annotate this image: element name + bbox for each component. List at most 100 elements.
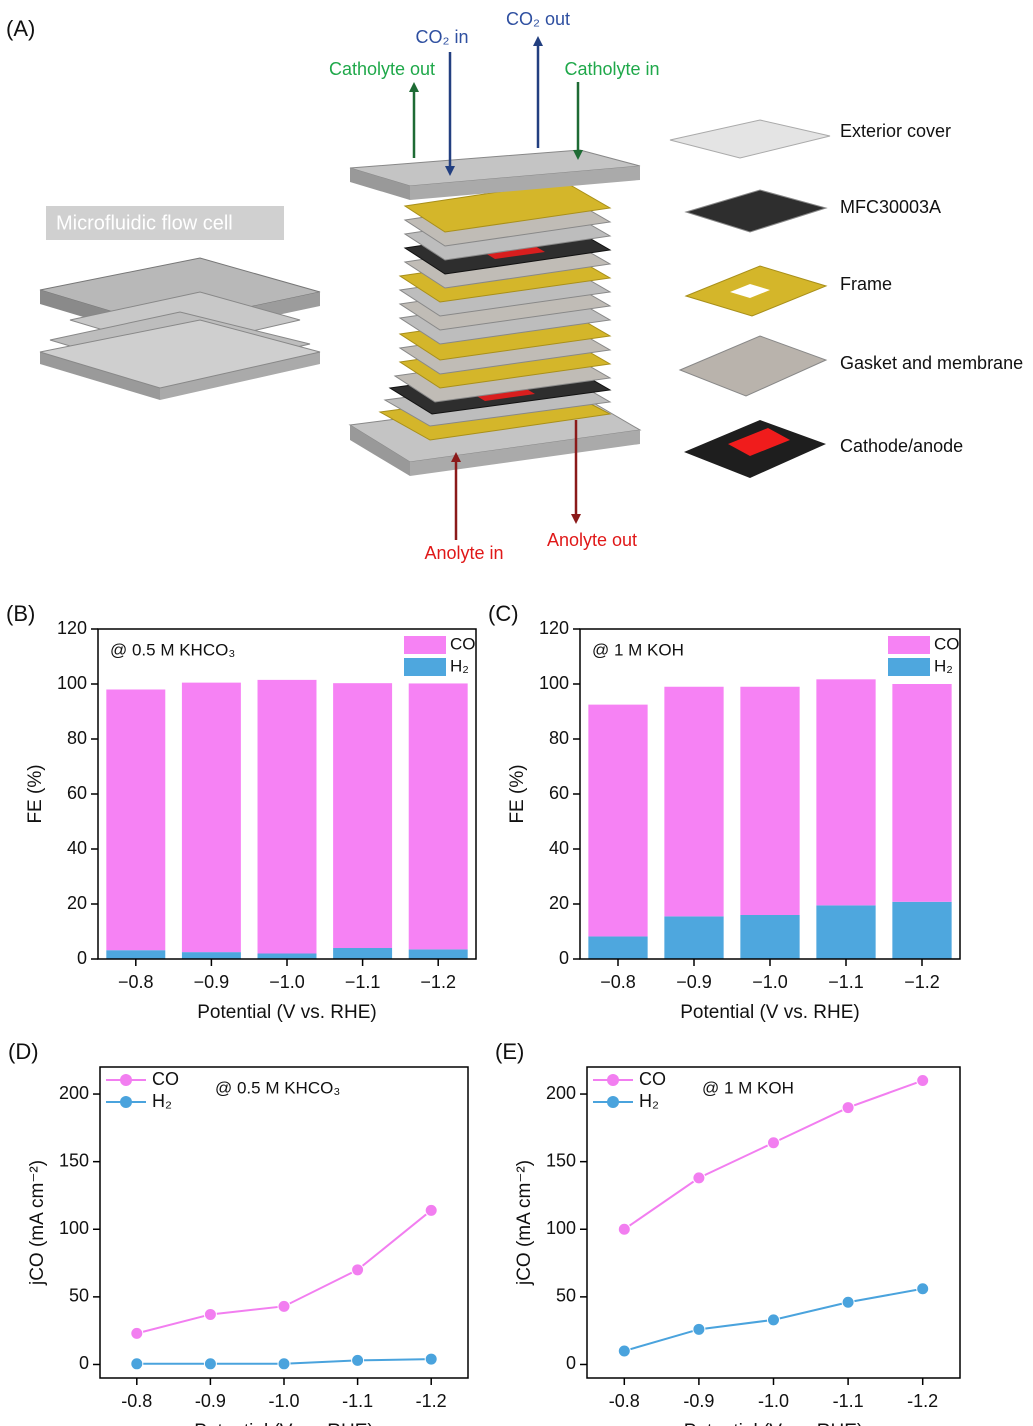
component-label: Exterior cover — [840, 121, 951, 141]
y-axis-title: FE (%) — [25, 764, 46, 823]
data-point — [693, 1172, 705, 1184]
data-point — [842, 1102, 854, 1114]
annotation: @ 1 M KOH — [702, 1078, 794, 1097]
y-tick-label: 150 — [546, 1150, 576, 1170]
y-tick-label: 50 — [69, 1286, 89, 1306]
x-axis-title: Potential (V vs. RHE) — [194, 1421, 374, 1426]
bar-segment — [409, 949, 468, 959]
data-point — [768, 1314, 780, 1326]
y-tick-label: 0 — [559, 948, 569, 968]
y-tick-label: 40 — [67, 838, 87, 858]
legend-marker — [607, 1074, 619, 1086]
y-tick-label: 0 — [566, 1353, 576, 1373]
x-axis-title: Potential (V vs. RHE) — [680, 1002, 860, 1023]
y-axis-title: jCO (mA cm⁻²) — [514, 1160, 535, 1286]
y-tick-label: 0 — [77, 948, 87, 968]
legend-swatch — [888, 636, 930, 654]
y-tick-label: 120 — [539, 618, 569, 638]
y-tick-label: 100 — [546, 1218, 576, 1238]
bar-segment — [182, 952, 241, 959]
bar-segment — [892, 684, 951, 902]
bar-segment — [588, 705, 647, 937]
plot-frame — [587, 1067, 960, 1378]
flow-label: CO₂ out — [506, 9, 570, 29]
legend-label: CO — [934, 634, 960, 653]
y-axis-title: jCO (mA cm⁻²) — [27, 1160, 48, 1286]
data-point — [618, 1223, 630, 1235]
x-tick-label: −1.1 — [345, 972, 381, 992]
x-tick-label: −1.0 — [752, 972, 788, 992]
bar-segment — [182, 683, 241, 953]
legend-swatch — [888, 658, 930, 676]
panel-label: (C) — [488, 601, 519, 626]
data-point — [278, 1358, 290, 1370]
x-tick-label: -1.2 — [907, 1391, 938, 1411]
x-tick-label: −0.9 — [676, 972, 712, 992]
component-label: Gasket and membrane — [840, 353, 1023, 373]
bar-segment — [333, 948, 392, 959]
flow-label: Catholyte in — [564, 59, 659, 79]
bar-segment — [816, 905, 875, 959]
component-label: MFC30003A — [840, 197, 941, 217]
bar-segment — [664, 687, 723, 917]
y-tick-label: 50 — [556, 1286, 576, 1306]
series-line — [137, 1210, 431, 1333]
legend-label: H₂ — [934, 656, 953, 675]
component-label: Frame — [840, 274, 892, 294]
y-tick-label: 200 — [546, 1083, 576, 1103]
x-tick-label: -1.1 — [833, 1391, 864, 1411]
y-tick-label: 40 — [549, 838, 569, 858]
bar-segment — [740, 687, 799, 915]
assembled-cell — [40, 258, 320, 400]
y-tick-label: 100 — [57, 673, 87, 693]
data-point — [768, 1137, 780, 1149]
bar-segment — [816, 679, 875, 905]
x-axis-title: Potential (V vs. RHE) — [197, 1002, 377, 1023]
data-point — [352, 1354, 364, 1366]
exploded-stack — [350, 150, 640, 476]
legend-label: H₂ — [152, 1091, 172, 1111]
y-tick-label: 150 — [59, 1150, 89, 1170]
y-tick-label: 20 — [67, 893, 87, 913]
legend-label: H₂ — [639, 1091, 659, 1111]
component-label: Cathode/anode — [840, 436, 963, 456]
legend-label: CO — [152, 1069, 179, 1089]
bar-segment — [333, 683, 392, 948]
legend-swatch — [404, 658, 446, 676]
y-tick-label: 200 — [59, 1083, 89, 1103]
x-tick-label: −1.2 — [420, 972, 456, 992]
bar-segment — [740, 915, 799, 959]
x-tick-label: -0.9 — [195, 1391, 226, 1411]
x-tick-label: −0.8 — [600, 972, 636, 992]
flow-label: Anolyte out — [547, 530, 637, 550]
panel-label: (A) — [6, 16, 35, 41]
data-point — [131, 1327, 143, 1339]
x-tick-label: −1.2 — [904, 972, 940, 992]
y-tick-label: 60 — [549, 783, 569, 803]
bar-segment — [258, 680, 317, 954]
legend-marker — [120, 1074, 132, 1086]
x-tick-label: -1.0 — [268, 1391, 299, 1411]
data-point — [352, 1264, 364, 1276]
x-tick-label: -0.8 — [609, 1391, 640, 1411]
y-tick-label: 60 — [67, 783, 87, 803]
bar-segment — [892, 902, 951, 959]
x-tick-label: -0.8 — [121, 1391, 152, 1411]
bar-segment — [588, 936, 647, 959]
panel-label: (D) — [8, 1039, 39, 1064]
data-point — [278, 1300, 290, 1312]
legend-swatch — [404, 636, 446, 654]
x-tick-label: −1.0 — [269, 972, 305, 992]
flow-label: Catholyte out — [329, 59, 435, 79]
panel-label: (B) — [6, 601, 35, 626]
data-point — [204, 1308, 216, 1320]
y-tick-label: 100 — [539, 673, 569, 693]
data-point — [693, 1323, 705, 1335]
flow-label: CO₂ in — [416, 27, 469, 47]
data-point — [917, 1075, 929, 1087]
legend-label: H₂ — [450, 656, 469, 675]
bar-segment — [409, 683, 468, 949]
bar-segment — [106, 950, 165, 959]
bar-segment — [106, 690, 165, 951]
y-tick-label: 80 — [549, 728, 569, 748]
